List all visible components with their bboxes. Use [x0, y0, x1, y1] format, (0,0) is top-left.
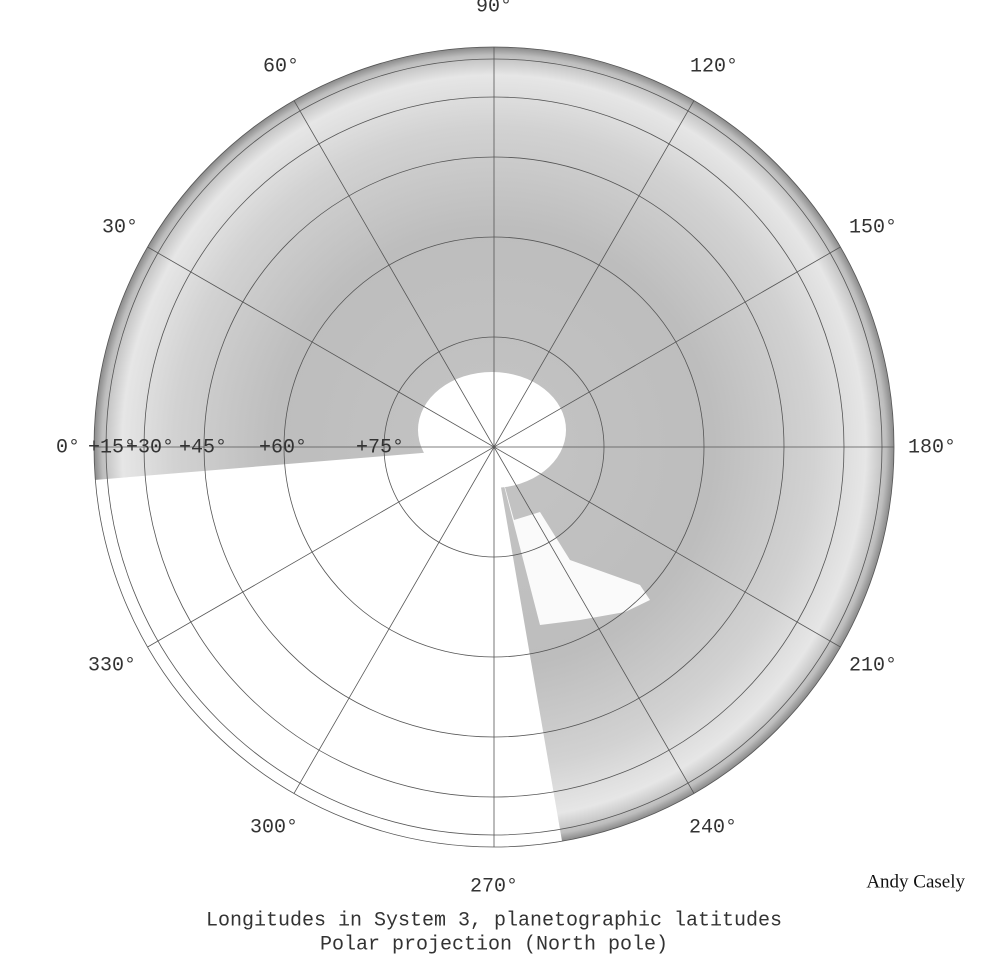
latitude-label: +30° — [126, 436, 174, 459]
latitude-label: +15° — [88, 436, 136, 459]
latitude-label: +75° — [356, 436, 404, 459]
longitude-label: 240° — [689, 816, 737, 839]
caption-line: Polar projection (North pole) — [320, 933, 668, 956]
longitude-label: 30° — [102, 216, 138, 239]
labels: 0° 30° 60° 90° 120° 150° 180° 210° 240° 270° 300° 3… — [56, 0, 956, 898]
longitude-label: 90° — [476, 0, 512, 18]
latitude-label: +60° — [259, 436, 307, 459]
latitude-label: +45° — [179, 436, 227, 459]
longitude-label: 270° — [470, 875, 518, 898]
caption-line: Longitudes in System 3, planetographic l… — [206, 909, 782, 932]
meridians — [94, 47, 894, 847]
longitude-label: 180° — [908, 436, 956, 459]
longitude-label: 60° — [263, 55, 299, 78]
longitude-label: 0° — [56, 436, 80, 459]
no-data-wedge — [94, 447, 562, 848]
longitude-label: 210° — [849, 654, 897, 677]
credit: Andy Casely — [866, 871, 965, 892]
meridian — [147, 246, 841, 648]
polar-gap — [418, 372, 566, 488]
longitude-label: 300° — [250, 816, 298, 839]
longitude-label: 120° — [690, 55, 738, 78]
longitude-label: 330° — [88, 654, 136, 677]
longitude-label: 150° — [849, 216, 897, 239]
no-data-region — [494, 447, 650, 625]
